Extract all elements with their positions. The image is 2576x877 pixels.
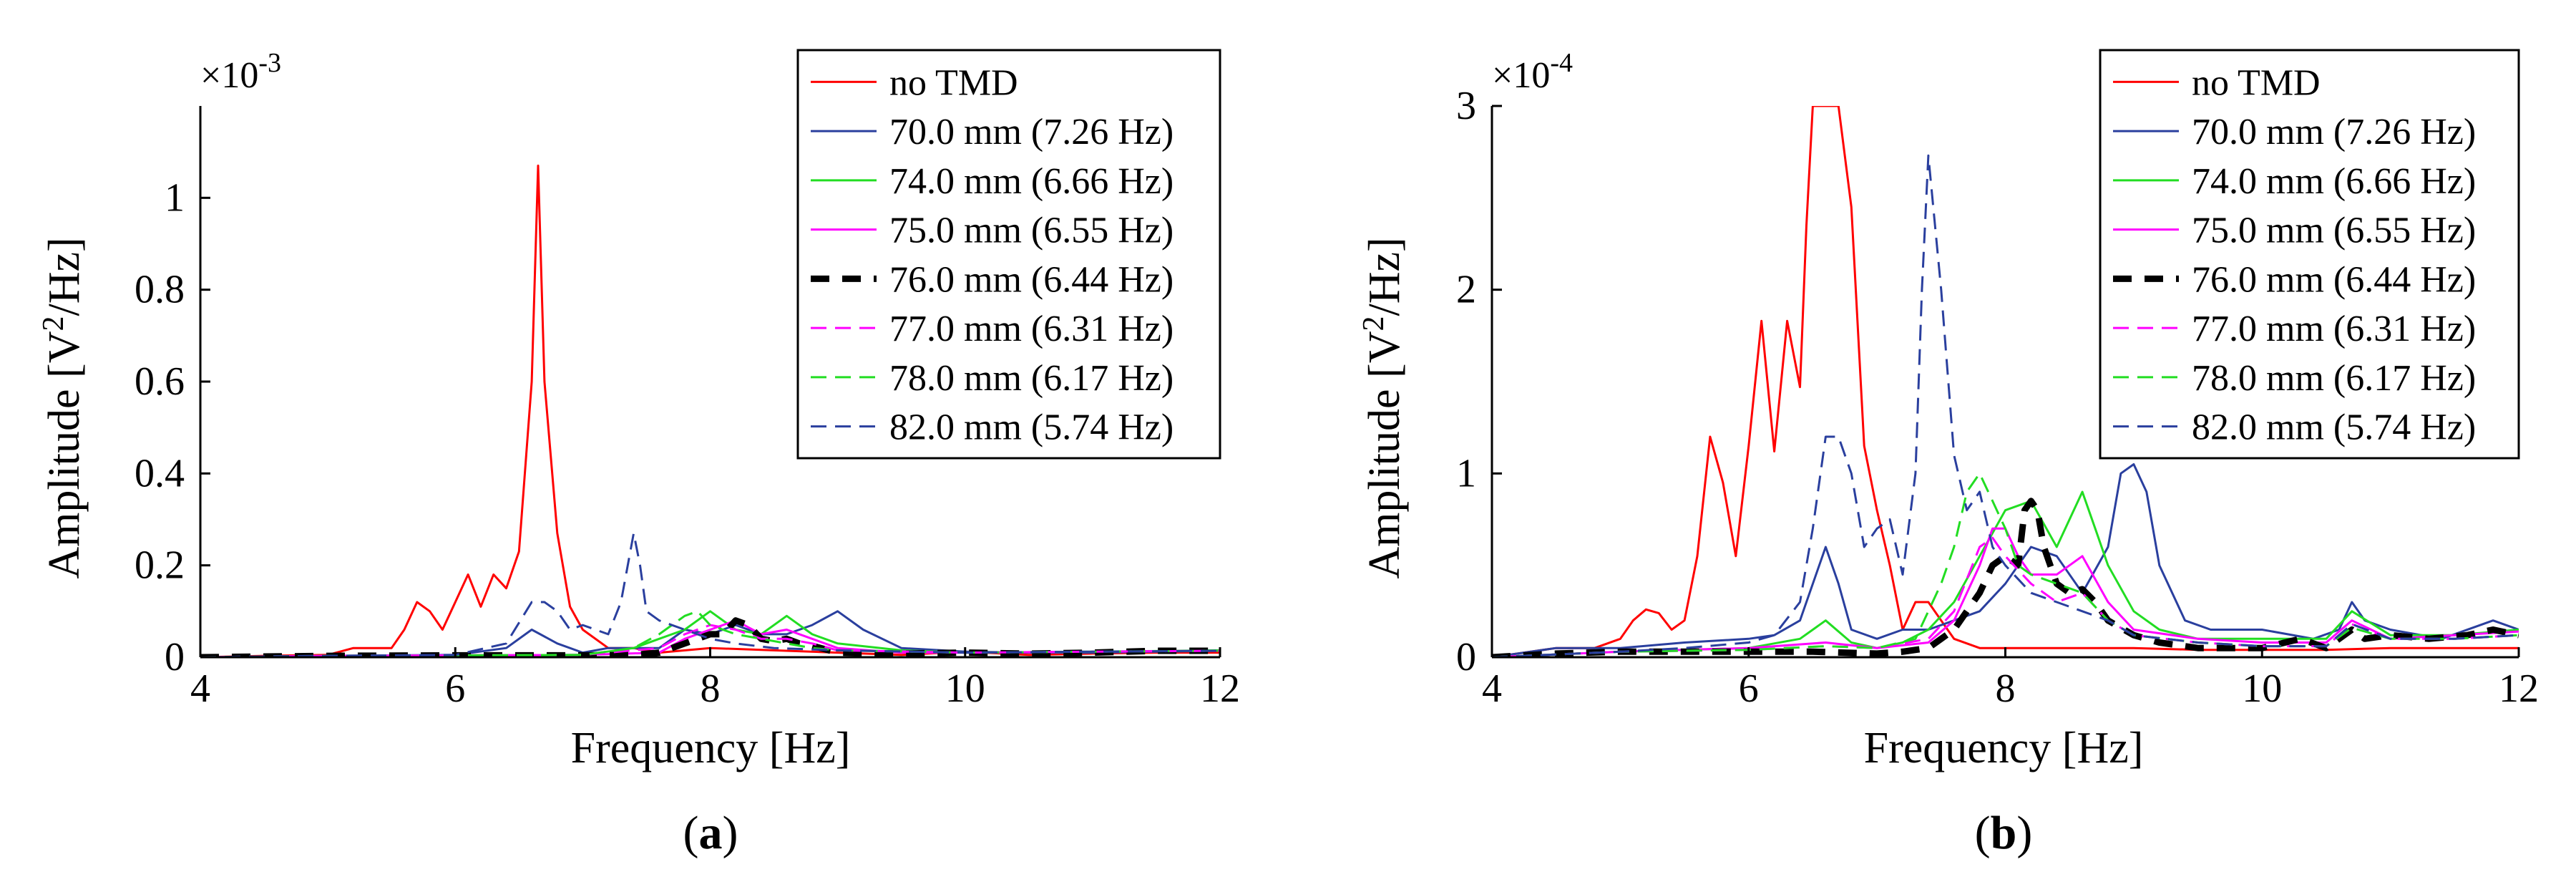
x-tick-label: 6 <box>1739 667 1759 711</box>
series-line-82-0-mm-5-74-hz <box>1492 154 2519 657</box>
x-tick-label: 10 <box>2242 667 2282 711</box>
x-axis-label-b: Frequency [Hz] <box>1864 724 2144 772</box>
legend-box <box>2099 49 2520 460</box>
x-tick-label: 8 <box>701 667 721 711</box>
x-tick-label: 6 <box>445 667 465 711</box>
legend-label-70-0-mm-7-26-hz: 70.0 mm (7.26 Hz) <box>889 112 1174 152</box>
y-tick-label: 1 <box>165 175 185 220</box>
legend-label-78-0-mm-6-17-hz: 78.0 mm (6.17 Hz) <box>2192 358 2476 399</box>
legend-label-no-tmd: no TMD <box>889 62 1018 103</box>
legend-label-76-0-mm-6-44-hz: 76.0 mm (6.44 Hz) <box>889 259 1174 300</box>
x-tick-label: 4 <box>190 667 210 711</box>
legend-label-74-0-mm-6-66-hz: 74.0 mm (6.66 Hz) <box>889 161 1174 202</box>
x-tick-label: 4 <box>1482 667 1502 711</box>
y-tick-label: 0.8 <box>135 268 185 312</box>
series-group-a <box>200 164 1220 657</box>
y-axis-label-b: Amplitude [V2/Hz] <box>1357 237 1409 578</box>
series-line-no-tmd <box>1492 106 2519 657</box>
y-exponent-label-b: ×10-4 <box>1492 48 1573 96</box>
legend-label-75-0-mm-6-55-hz: 75.0 mm (6.55 Hz) <box>2192 210 2476 251</box>
y-tick-label: 0 <box>165 635 185 679</box>
panel-label-b: (b) <box>1975 807 2033 859</box>
legend-label-82-0-mm-5-74-hz: 82.0 mm (5.74 Hz) <box>2192 407 2476 448</box>
legend-label-78-0-mm-6-17-hz: 78.0 mm (6.17 Hz) <box>889 358 1174 399</box>
y-tick-label: 3 <box>1456 84 1476 128</box>
x-tick-label: 8 <box>1996 667 2016 711</box>
series-group-b <box>1492 106 2519 657</box>
x-tick-label: 12 <box>2499 667 2539 711</box>
legend-label-76-0-mm-6-44-hz: 76.0 mm (6.44 Hz) <box>2192 259 2476 300</box>
y-tick-label: 0.2 <box>135 543 185 588</box>
legend-label-74-0-mm-6-66-hz: 74.0 mm (6.66 Hz) <box>2192 161 2476 202</box>
legend-b: no TMD 70.0 mm (7.26 Hz) 74.0 mm (6.66 Hz)… <box>2099 49 2520 460</box>
series-line-no-tmd <box>200 164 1220 657</box>
x-tick-label: 10 <box>945 667 985 711</box>
series-line-76-0-mm-6-44-hz <box>1492 498 2519 657</box>
legend-label-82-0-mm-5-74-hz: 82.0 mm (5.74 Hz) <box>889 407 1174 448</box>
panel-label-a: (a) <box>683 807 738 859</box>
x-tick-label: 12 <box>1200 667 1240 711</box>
legend-box <box>796 49 1221 460</box>
y-tick-label: 1 <box>1456 451 1476 495</box>
series-line-74-0-mm-6-66-hz <box>1492 490 2519 657</box>
y-tick-label: 2 <box>1456 268 1476 312</box>
plot-area-b <box>1492 106 2519 657</box>
legend-label-77-0-mm-6-31-hz: 77.0 mm (6.31 Hz) <box>2192 309 2476 349</box>
legend-label-no-tmd: no TMD <box>2192 62 2321 103</box>
y-tick-label: 0.6 <box>135 359 185 404</box>
panel-a: 4 6 8 10 12 0 0.2 0.4 0.6 0.8 1 ×10-3 Amplitude [V… <box>37 48 1240 859</box>
series-line-78-0-mm-6-17-hz <box>200 610 1220 657</box>
plot-area-a <box>200 164 1220 657</box>
x-axis-label-a: Frequency [Hz] <box>571 724 851 772</box>
axes-a: 4 6 8 10 12 0 0.2 0.4 0.6 0.8 1 <box>135 106 1240 711</box>
legend-label-70-0-mm-7-26-hz: 70.0 mm (7.26 Hz) <box>2192 112 2476 152</box>
y-exponent-label-a: ×10-3 <box>200 48 281 96</box>
y-tick-label: 0.4 <box>135 451 185 495</box>
series-line-82-0-mm-5-74-hz <box>200 532 1220 657</box>
legend-label-77-0-mm-6-31-hz: 77.0 mm (6.31 Hz) <box>889 309 1174 349</box>
y-axis-label-a: Amplitude [V2/Hz] <box>37 237 89 578</box>
y-tick-label: 0 <box>1456 635 1476 679</box>
legend-label-75-0-mm-6-55-hz: 75.0 mm (6.55 Hz) <box>889 210 1174 251</box>
legend-a: no TMD 70.0 mm (7.26 Hz) 74.0 mm (6.66 Hz)… <box>796 49 1221 460</box>
